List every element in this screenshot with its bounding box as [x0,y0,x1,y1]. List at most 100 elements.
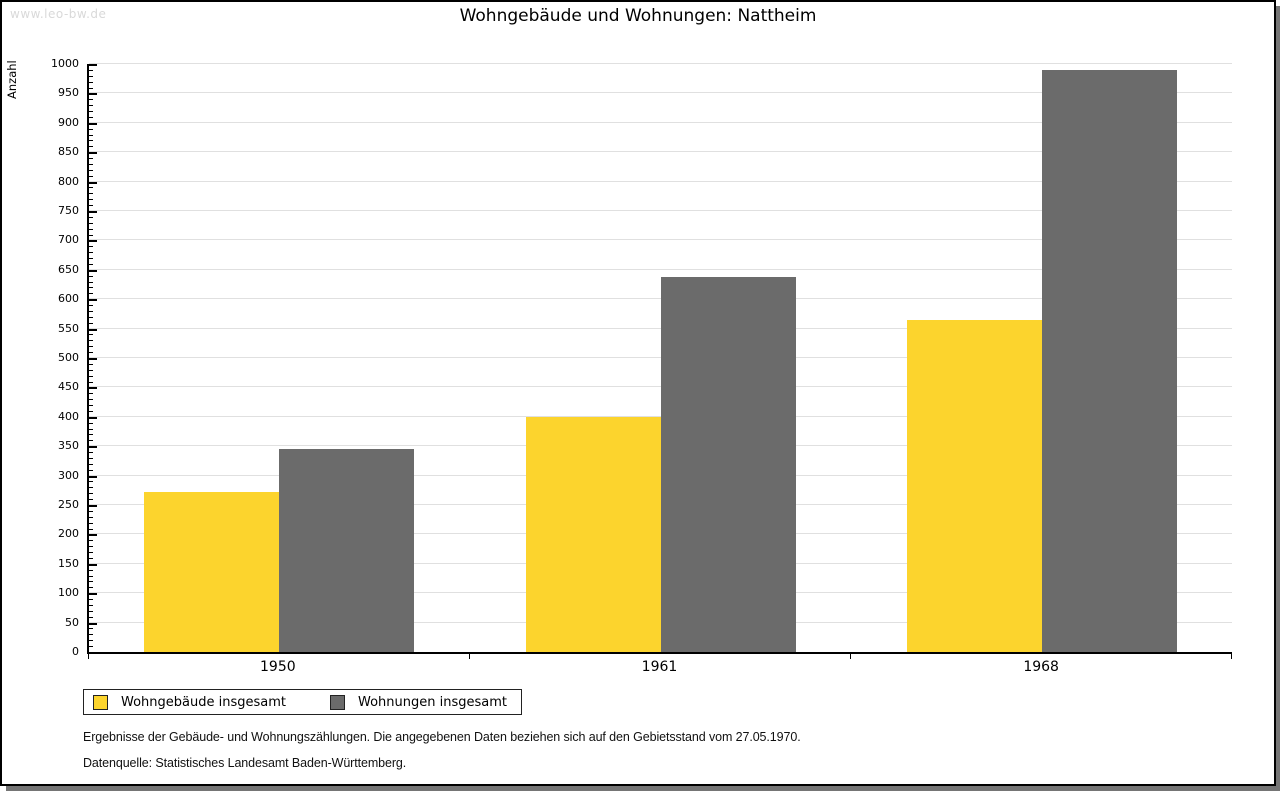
y-minor-tick-180 [89,546,93,548]
y-minor-tick-410 [89,410,93,412]
y-tick-label-800: 800 [58,174,79,188]
y-minor-tick-570 [89,316,93,318]
y-major-tick-600 [89,299,97,302]
y-minor-tick-790 [89,187,93,189]
y-tick-label-500: 500 [58,351,79,364]
x-axis-labels: 1950 1961 1968 [87,659,1232,677]
x-tick-3 [1231,652,1232,659]
y-minor-tick-470 [89,375,93,377]
y-tick-label-900: 900 [58,115,79,129]
y-major-tick-50 [89,622,97,625]
plot-area [87,63,1232,659]
y-minor-tick-190 [89,540,93,542]
y-tick-label-1000: 1000 [51,57,79,70]
y-major-tick-850 [89,152,97,155]
gridline-850 [89,151,1232,153]
x-tick-0 [88,652,89,659]
y-minor-tick-510 [89,352,93,354]
y-minor-tick-840 [89,158,93,160]
y-minor-tick-720 [89,228,93,230]
y-tick-label-400: 400 [58,409,79,423]
chart-title: Wohngebäude und Wohnungen: Nattheim [459,6,817,26]
y-tick-label-150: 150 [58,556,79,570]
y-minor-tick-290 [89,481,93,483]
y-minor-tick-610 [89,293,93,295]
y-minor-tick-420 [89,405,93,407]
y-minor-tick-70 [89,610,93,612]
y-major-tick-750 [89,211,97,213]
y-minor-tick-440 [89,393,93,395]
y-minor-tick-870 [89,140,93,142]
y-minor-tick-640 [89,275,93,277]
y-tick-label-200: 200 [58,527,79,541]
bar-1950-wohngebaeude [144,492,280,652]
y-minor-tick-270 [89,493,93,495]
gridline-950 [89,92,1232,94]
y-minor-tick-630 [89,281,93,283]
y-major-tick-700 [89,240,97,243]
y-minor-tick-730 [89,222,93,224]
y-minor-tick-980 [89,75,93,77]
y-minor-tick-970 [89,81,93,83]
y-major-tick-550 [89,328,97,331]
y-tick-label-250: 250 [58,498,79,511]
legend-label: Wohnungen insgesamt [358,694,507,710]
y-minor-tick-10 [89,646,93,648]
y-minor-tick-480 [89,369,93,371]
y-minor-tick-960 [89,87,93,89]
y-major-tick-800 [89,181,97,184]
y-tick-label-0: 0 [72,645,79,658]
y-minor-tick-710 [89,234,93,236]
y-minor-tick-520 [89,346,93,348]
y-minor-tick-130 [89,575,93,577]
y-tick-label-650: 650 [58,262,79,276]
y-minor-tick-880 [89,134,93,136]
y-minor-tick-910 [89,116,93,118]
y-minor-tick-40 [89,628,93,630]
legend-swatch-gray [330,694,345,710]
y-minor-tick-280 [89,487,93,489]
y-minor-tick-370 [89,434,93,436]
gridline-1000 [89,63,1232,64]
gridline-800 [89,180,1232,182]
y-major-tick-950 [89,93,97,96]
y-minor-tick-690 [89,246,93,248]
y-tick-label-50: 50 [65,615,79,629]
y-minor-tick-920 [89,111,93,113]
gridline-750 [89,210,1232,211]
y-minor-tick-670 [89,258,93,260]
y-minor-tick-380 [89,428,93,430]
gridline-900 [89,121,1232,123]
y-tick-label-850: 850 [58,145,79,159]
y-tick-label-450: 450 [58,380,79,394]
y-tick-label-550: 550 [58,321,79,335]
y-minor-tick-990 [89,69,93,71]
y-major-tick-1000 [89,64,97,66]
y-minor-tick-310 [89,469,93,471]
y-tick-label-100: 100 [58,586,79,600]
x-tick-2 [849,652,851,659]
y-minor-tick-680 [89,252,93,254]
y-minor-tick-90 [89,599,93,601]
x-tick-1 [468,652,470,659]
y-major-tick-250 [89,505,97,507]
y-tick-label-700: 700 [58,233,79,247]
y-minor-tick-260 [89,499,93,501]
y-minor-tick-30 [89,634,93,636]
legend-label: Wohngebäude insgesamt [121,694,286,710]
y-minor-tick-490 [89,363,93,365]
bar-1968-wohngebaeude [906,319,1042,652]
y-major-tick-400 [89,416,97,419]
legend-swatch-yellow [93,694,108,710]
bar-1961-wohnungen [660,277,796,652]
watermark: www.leo-bw.de [10,7,107,21]
y-major-tick-150 [89,563,97,566]
y-minor-tick-760 [89,205,93,207]
gridline-700 [89,239,1232,241]
y-major-tick-300 [89,475,97,478]
y-tick-label-950: 950 [58,86,79,100]
y-minor-tick-860 [89,146,93,148]
y-major-tick-500 [89,358,97,360]
y-minor-tick-330 [89,457,93,459]
